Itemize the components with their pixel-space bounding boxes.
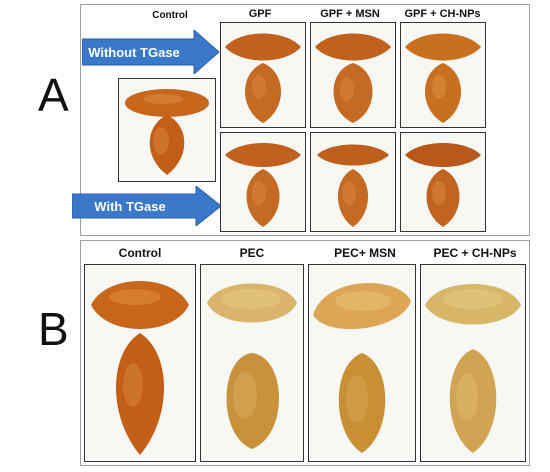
photo-a-gpf-msn-without [310, 22, 396, 128]
panel-letter-b: B [38, 303, 69, 355]
photo-a-gpf-without [220, 22, 306, 128]
photo-a-gpf-chnps-without [400, 22, 486, 128]
photo-a-control [118, 78, 216, 182]
photo-b-control [84, 264, 196, 462]
label-b-pec: PEC [239, 246, 265, 260]
label-a-gpf: GPF [248, 8, 272, 20]
label-a-control: Control [152, 10, 188, 21]
label-b-pec-chnps: PEC + CH-NPs [433, 246, 517, 260]
photo-b-pec-chnps [420, 264, 526, 462]
label-b-pec-msn: PEC+ MSN [334, 246, 396, 260]
arrow-without-label: Without TGase [88, 45, 180, 60]
arrow-with-tgase: With TGase [72, 186, 222, 226]
photo-b-pec [200, 264, 304, 462]
label-b-control: Control [118, 246, 162, 260]
label-a-gpf-msn: GPF + MSN [320, 8, 380, 20]
photo-a-gpf-chnps-with [400, 132, 486, 232]
photo-a-gpf-msn-with [310, 132, 396, 232]
photo-a-gpf-with [220, 132, 306, 232]
panel-letter-a: A [38, 69, 69, 121]
photo-b-pec-msn [308, 264, 416, 462]
arrow-without-tgase: Without TGase [82, 30, 220, 74]
arrow-with-label: With TGase [94, 199, 165, 214]
label-a-gpf-chnps: GPF + CH-NPs [404, 8, 481, 20]
